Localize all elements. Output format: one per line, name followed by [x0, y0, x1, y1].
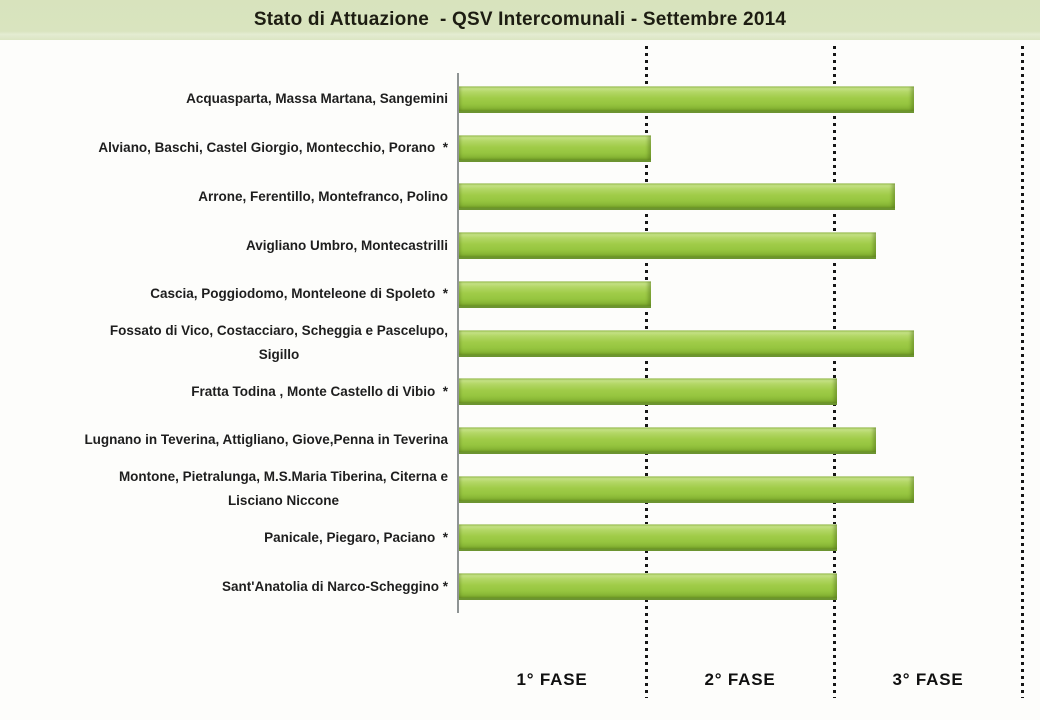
category-label-text: Fossato di Vico, Costacciaro, Scheggia e…	[109, 323, 448, 362]
phase-label-3: 3° FASE	[892, 670, 964, 689]
category-label-text: Panicale, Piegaro, Paciano *	[264, 529, 448, 545]
value-gridline-1	[644, 46, 648, 698]
category-label-text: Lugnano in Teverina, Attigliano, Giove,P…	[84, 432, 448, 448]
category-label-text: Alviano, Baschi, Castel Giorgio, Montecc…	[98, 140, 448, 156]
category-label: Arrone, Ferentillo, Montefranco, Polino	[0, 172, 448, 221]
chart-row: Cascia, Poggiodomo, Monteleone di Spolet…	[0, 270, 1040, 319]
title-bar: Stato di Attuazione - QSV Intercomunali …	[0, 0, 1040, 40]
bar	[459, 85, 914, 113]
category-label-text: Montone, Pietralunga, M.S.Maria Tiberina…	[118, 469, 448, 509]
category-label: Alviano, Baschi, Castel Giorgio, Montecc…	[0, 124, 448, 173]
chart-area: Acquasparta, Massa Martana, Sangemini Alv…	[0, 40, 1040, 720]
chart-row: Panicale, Piegaro, Paciano *	[0, 514, 1040, 563]
chart-row: Sant'Anatolia di Narco-Scheggino *	[0, 562, 1040, 611]
bar	[459, 426, 876, 454]
chart-row: Arrone, Ferentillo, Montefranco, Polino	[0, 172, 1040, 221]
bar	[459, 524, 837, 552]
category-label: Lugnano in Teverina, Attigliano, Giove,P…	[0, 416, 448, 465]
category-label-text: Acquasparta, Massa Martana, Sangemini	[186, 91, 448, 107]
chart-title: Stato di Attuazione - QSV Intercomunali …	[253, 9, 787, 30]
chart-row: Avigliano Umbro, Montecastrilli	[0, 221, 1040, 270]
bar	[459, 475, 914, 503]
bar	[459, 573, 837, 601]
phase-label-1: 1° FASE	[516, 670, 588, 689]
chart-row: Fratta Todina , Monte Castello di Vibio …	[0, 367, 1040, 416]
chart-row: Fossato di Vico, Costacciaro, Scheggia e…	[0, 319, 1040, 368]
category-label: Panicale, Piegaro, Paciano *	[0, 514, 448, 563]
category-label-text: Fratta Todina , Monte Castello di Vibio …	[191, 383, 448, 399]
bar	[459, 329, 914, 357]
category-label: Avigliano Umbro, Montecastrilli	[0, 221, 448, 270]
phase-label-2: 2° FASE	[704, 670, 776, 689]
category-label: Montone, Pietralunga, M.S.Maria Tiberina…	[0, 465, 448, 514]
chart-row: Acquasparta, Massa Martana, Sangemini	[0, 75, 1040, 124]
category-label-text: Avigliano Umbro, Montecastrilli	[245, 237, 448, 253]
bar	[459, 134, 651, 162]
chart-row: Montone, Pietralunga, M.S.Maria Tiberina…	[0, 465, 1040, 514]
bar	[459, 378, 837, 406]
category-label-text: Cascia, Poggiodomo, Monteleone di Spolet…	[150, 286, 448, 302]
chart-row: Lugnano in Teverina, Attigliano, Giove,P…	[0, 416, 1040, 465]
category-label: Sant'Anatolia di Narco-Scheggino *	[0, 562, 448, 611]
chart-row: Alviano, Baschi, Castel Giorgio, Montecc…	[0, 124, 1040, 173]
category-label: Cascia, Poggiodomo, Monteleone di Spolet…	[0, 270, 448, 319]
value-gridline-2	[832, 46, 836, 698]
category-label: Fratta Todina , Monte Castello di Vibio …	[0, 367, 448, 416]
bar	[459, 232, 876, 260]
bar	[459, 183, 895, 211]
category-label-text: Sant'Anatolia di Narco-Scheggino *	[222, 578, 448, 594]
category-axis-line	[457, 73, 459, 614]
value-gridline-3	[1020, 46, 1024, 698]
bar	[459, 280, 651, 308]
category-label: Fossato di Vico, Costacciaro, Scheggia e…	[0, 319, 448, 368]
category-label: Acquasparta, Massa Martana, Sangemini	[0, 75, 448, 124]
category-label-text: Arrone, Ferentillo, Montefranco, Polino	[198, 188, 448, 204]
